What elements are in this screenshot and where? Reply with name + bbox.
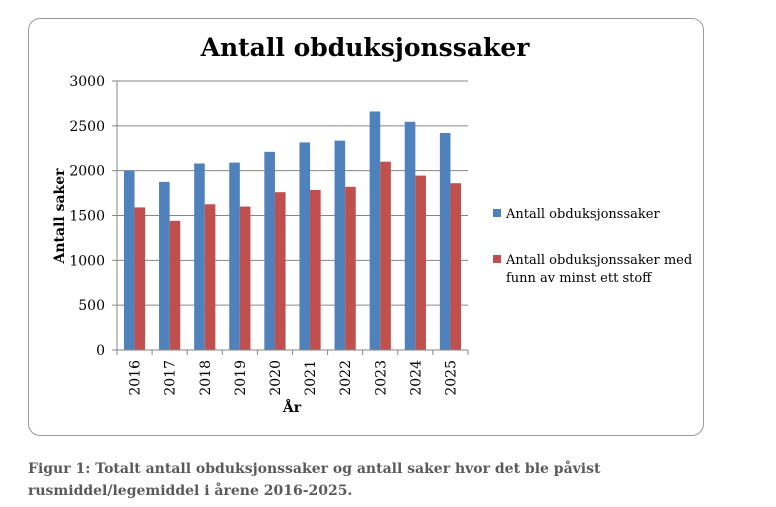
x-tick-label: 2018 [198, 360, 214, 396]
y-tick-label: 3000 [69, 74, 105, 90]
bar-total-2019 [229, 162, 240, 350]
y-tick-label: 0 [96, 343, 105, 359]
y-axis-ticks: 0 500 1000 1500 2000 2500 3000 [69, 74, 117, 359]
chart-title: Antall obduksjonssaker [200, 33, 531, 62]
bar-total-2023 [369, 111, 381, 350]
caption-line-1: Figur 1: Totalt antall obduksjonssaker o… [28, 461, 601, 477]
bar-total-2017 [159, 181, 170, 350]
caption-line-2: rusmiddel/legemiddel i årene 2016-2025. [28, 483, 353, 499]
bar-with-substance-2017 [169, 220, 181, 350]
legend-label: Antall obduksjonssaker med funn av minst … [505, 253, 692, 286]
bar-with-substance-2020 [274, 192, 286, 350]
bar-total-2021 [299, 142, 311, 350]
y-tick-label: 1500 [69, 209, 105, 225]
x-tick-label: 2021 [303, 360, 319, 396]
bar-total-2016 [123, 170, 135, 350]
x-tick-label: 2017 [163, 360, 179, 396]
bar-total-2022 [334, 140, 346, 350]
figure-caption: Figur 1: Totalt antall obduksjonssaker o… [28, 458, 728, 502]
legend-label: Antall obduksjonssaker [505, 207, 660, 222]
bar-with-substance-2023 [380, 161, 391, 350]
x-tick-label: 2020 [268, 360, 284, 396]
x-axis-label: År [282, 398, 302, 416]
bar-with-substance-2021 [310, 189, 321, 350]
legend: Antall obduksjonssaker Antall obduksjonss… [493, 207, 692, 286]
bar-total-2020 [264, 151, 275, 350]
bar-total-2018 [194, 163, 205, 350]
x-tick-label: 2024 [408, 360, 424, 396]
bar-with-substance-2025 [450, 183, 462, 350]
x-tick-label: 2023 [373, 360, 389, 396]
bar-chart: Antall obduksjonssaker 0 500 1000 1500 2000 2… [52, 33, 692, 416]
x-tick-label: 2019 [233, 360, 249, 396]
y-tick-label: 2000 [69, 164, 105, 180]
legend-swatch [493, 255, 501, 263]
bar-with-substance-2019 [239, 206, 251, 350]
y-axis-label: Antall saker [52, 168, 68, 265]
bar-with-substance-2018 [204, 204, 216, 350]
bar-with-substance-2022 [345, 186, 356, 350]
bar-total-2025 [439, 133, 451, 350]
y-tick-label: 1000 [69, 253, 105, 269]
x-tick-label: 2022 [338, 360, 354, 396]
x-axis-ticks: 2016 2017 2018 2019 2020 2021 2022 2023 2024 2025 [116, 350, 469, 396]
y-tick-label: 2500 [69, 119, 105, 135]
x-tick-label: 2025 [443, 360, 459, 396]
legend-swatch [493, 209, 501, 217]
x-tick-label: 2016 [128, 360, 144, 396]
y-tick-label: 500 [78, 298, 105, 314]
bar-with-substance-2016 [134, 207, 146, 350]
bar-total-2024 [404, 121, 416, 350]
bars [123, 111, 462, 350]
bar-with-substance-2024 [415, 175, 426, 350]
